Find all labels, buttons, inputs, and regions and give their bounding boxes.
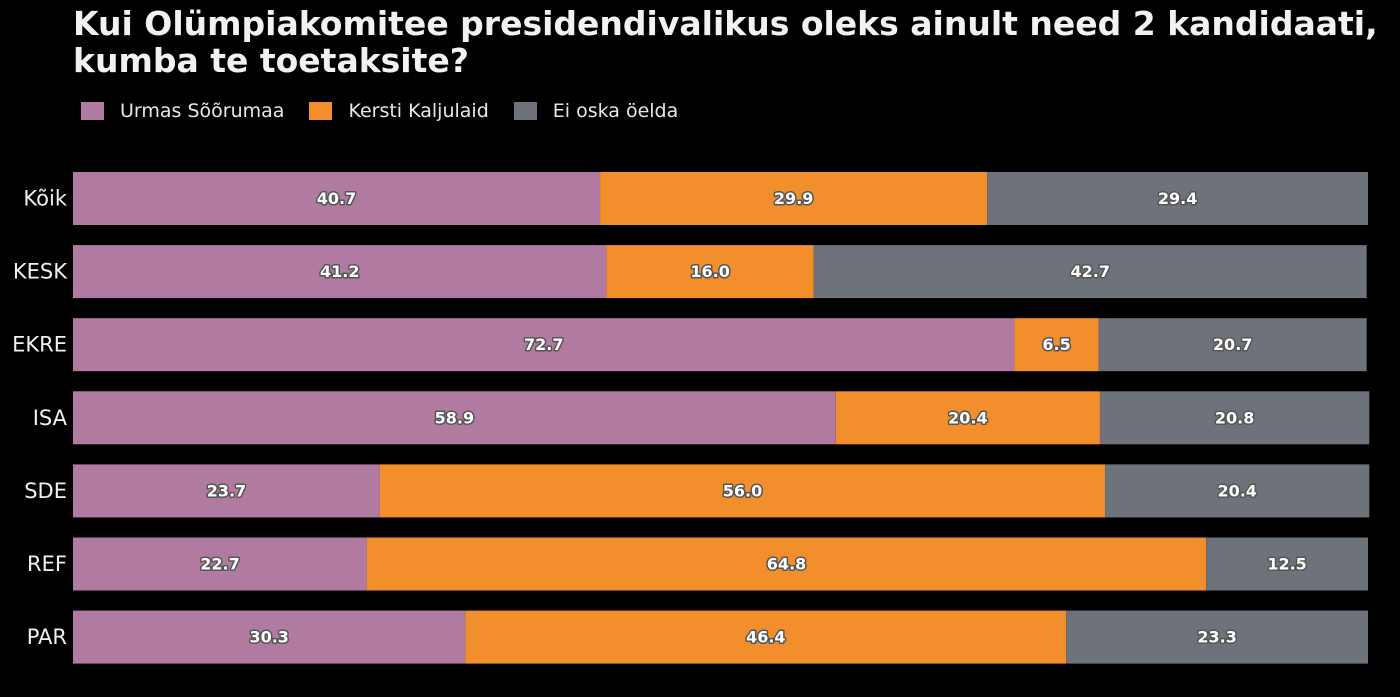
legend-swatch (309, 102, 333, 120)
bar-value-label: 64.8 (767, 555, 806, 574)
bar-segment (987, 172, 1368, 225)
bar-segment (465, 610, 1067, 664)
bar-value-label: 72.7 (524, 335, 563, 354)
bar-value-label: 46.4 (746, 628, 785, 647)
chart-title: Kui Olümpiakomitee presidendivalikus ole… (73, 5, 1393, 79)
bar-value-label: 20.7 (1213, 335, 1252, 354)
bar-segment (73, 172, 601, 225)
chart-title-line-1: Kui Olümpiakomitee presidendivalikus ole… (73, 4, 1378, 43)
category-label: KESK (13, 260, 68, 284)
category-label: SDE (24, 479, 67, 503)
legend-item-ei-oska: Ei oska öelda (513, 100, 679, 122)
bar-segment (366, 537, 1207, 591)
bar-segment (73, 537, 367, 591)
bar-value-label: 29.4 (1158, 189, 1197, 208)
bar-value-label: 41.2 (320, 262, 359, 281)
bar-value-label: 22.7 (200, 555, 239, 574)
legend-item-sooorumaa: Urmas Sõõrumaa (81, 100, 284, 122)
bar-segment (379, 464, 1106, 518)
bar-segment (1098, 318, 1367, 372)
bar-value-label: 58.9 (435, 408, 474, 427)
category-label: PAR (27, 625, 67, 649)
bar-value-label: 30.3 (249, 628, 288, 647)
bar-value-label: 20.8 (1215, 408, 1254, 427)
bar-value-label: 16.0 (690, 262, 729, 281)
chart-title-line-2: kumba te toetaksite? (73, 41, 469, 80)
bar-value-label: 6.5 (1042, 335, 1070, 354)
bar-segment (1066, 610, 1368, 664)
bar-value-label: 42.7 (1070, 262, 1109, 281)
category-label: EKRE (12, 333, 67, 357)
bar-value-label: 20.4 (1217, 481, 1256, 500)
bar-value-label: 40.7 (317, 189, 356, 208)
bar-value-label: 23.7 (207, 481, 246, 500)
legend-label: Urmas Sõõrumaa (120, 100, 285, 122)
category-label: ISA (33, 406, 68, 430)
category-label: Kõik (23, 187, 67, 211)
legend: Urmas Sõõrumaa Kersti Kaljulaid Ei oska … (81, 98, 703, 124)
bar-value-label: 56.0 (723, 481, 762, 500)
bar-segment (1099, 391, 1370, 445)
bar-segment (73, 245, 607, 299)
bar-segment (835, 391, 1100, 445)
category-label: REF (27, 552, 67, 576)
bar-segment (73, 610, 466, 664)
bar-segment (73, 464, 380, 518)
bar-value-label: 29.9 (774, 189, 813, 208)
bar-value-label: 20.4 (948, 408, 987, 427)
bar-segment (606, 245, 814, 299)
legend-label: Kersti Kaljulaid (348, 100, 489, 122)
bar-segment (73, 391, 836, 445)
legend-item-kaljulaid: Kersti Kaljulaid (309, 100, 489, 122)
bar-value-label: 23.3 (1197, 628, 1236, 647)
legend-label: Ei oska öelda (552, 100, 679, 122)
legend-swatch (513, 102, 537, 120)
bar-segment (600, 172, 988, 225)
bar-segment (1105, 464, 1370, 518)
legend-swatch (81, 102, 104, 120)
bar-value-label: 12.5 (1267, 555, 1306, 574)
bar-segment (813, 245, 1367, 299)
bar-segment (1014, 318, 1099, 372)
bar-segment (73, 318, 1015, 372)
bar-segment (1206, 537, 1368, 591)
